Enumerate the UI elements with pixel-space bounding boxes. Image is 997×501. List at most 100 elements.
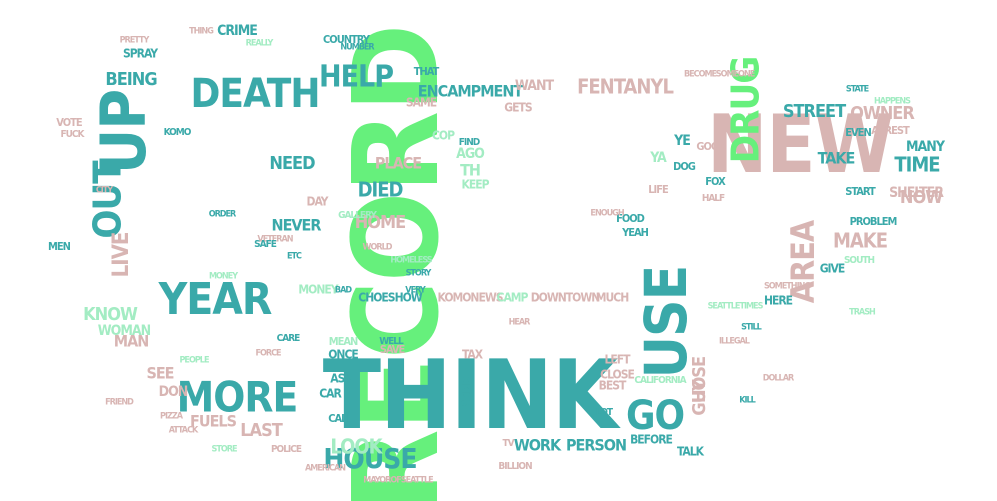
cloud-word: PROBLEM bbox=[850, 215, 897, 228]
cloud-word: AMERICAN bbox=[305, 464, 346, 474]
cloud-word: YA bbox=[649, 150, 667, 166]
cloud-word: FUCK bbox=[60, 129, 85, 140]
cloud-word: VERY bbox=[405, 286, 426, 296]
cloud-word: LAST bbox=[240, 420, 283, 441]
cloud-word: YEAH bbox=[621, 226, 649, 239]
cloud-word: KOMONEWS bbox=[437, 291, 502, 305]
cloud-word: ENOUGH bbox=[590, 209, 624, 219]
cloud-word: ENCAMPMENT bbox=[418, 82, 524, 101]
cloud-word: MUCH bbox=[596, 291, 629, 305]
cloud-word: NEVER bbox=[272, 216, 322, 235]
cloud-word: RECORD bbox=[327, 25, 465, 501]
cloud-word: BEST bbox=[599, 379, 627, 393]
cloud-word: THINK bbox=[323, 341, 621, 451]
cloud-word: DRUG bbox=[724, 57, 768, 164]
cloud-word: WOMAN bbox=[98, 323, 151, 339]
cloud-word: DIED bbox=[358, 178, 403, 202]
cloud-word: STILL bbox=[741, 323, 762, 333]
cloud-word: FOX bbox=[705, 175, 726, 188]
cloud-word: SOMEONE bbox=[716, 70, 755, 80]
cloud-word: VOTE bbox=[56, 116, 83, 129]
cloud-word: COUNTRY bbox=[323, 33, 371, 46]
cloud-word: TH bbox=[460, 161, 480, 180]
cloud-word: STORE bbox=[211, 445, 236, 455]
cloud-word: YE bbox=[673, 133, 690, 149]
cloud-word: FOOD bbox=[616, 212, 645, 225]
cloud-word: CLOSE bbox=[600, 368, 634, 382]
cloud-word: HELP bbox=[319, 60, 393, 95]
cloud-word: NOW bbox=[900, 187, 943, 208]
cloud-word: MAN bbox=[114, 332, 149, 351]
cloud-word: BEFORE bbox=[630, 433, 672, 447]
cloud-word: CARE bbox=[277, 333, 300, 344]
cloud-word: HOMELESS bbox=[390, 256, 432, 266]
cloud-word: WORLD bbox=[363, 243, 393, 253]
cloud-word: ARREST bbox=[871, 124, 910, 137]
cloud-word: HOME bbox=[355, 212, 406, 233]
cloud-word: USE bbox=[632, 266, 700, 379]
cloud-word: KEEP bbox=[461, 178, 489, 192]
cloud-word: KILL bbox=[739, 396, 755, 406]
cloud-word: NEED bbox=[269, 153, 315, 174]
cloud-word: TRASH bbox=[849, 308, 876, 318]
cloud-word: AREA bbox=[784, 219, 822, 303]
cloud-word: WANT bbox=[515, 78, 555, 94]
cloud-word: PIZZA bbox=[160, 412, 184, 422]
cloud-word: KOMO bbox=[164, 127, 192, 138]
cloud-word: NEW bbox=[707, 98, 893, 191]
cloud-word: ONCE bbox=[328, 348, 358, 362]
cloud-word: STREET bbox=[783, 101, 846, 122]
cloud-word: CRIME bbox=[217, 23, 257, 39]
cloud-word: LEFT bbox=[605, 353, 632, 367]
cloud-word: HOSE bbox=[689, 357, 710, 403]
cloud-word: SOMETHING bbox=[764, 282, 811, 292]
cloud-word: DOG bbox=[673, 160, 696, 173]
cloud-word: SEATTLETIMES bbox=[708, 302, 764, 312]
cloud-word: SAVE bbox=[380, 343, 406, 356]
cloud-word: TAX bbox=[462, 348, 484, 362]
cloud-word: OWNER bbox=[850, 103, 915, 124]
cloud-word: OUT bbox=[86, 160, 130, 239]
cloud-word: MEAN bbox=[329, 335, 358, 348]
cloud-word: STORY bbox=[406, 269, 432, 279]
cloud-word: GIVE bbox=[820, 262, 845, 276]
cloud-word: GALLERY bbox=[338, 210, 377, 221]
cloud-word: TALK bbox=[677, 445, 705, 459]
cloud-word: PERSON bbox=[566, 436, 626, 455]
cloud-word: ILLEGAL bbox=[719, 337, 750, 347]
cloud-word: MAYOROFSEATTLE bbox=[363, 476, 433, 486]
cloud-silhouette bbox=[45, 13, 977, 492]
cloud-word: CHOESHOW bbox=[358, 291, 422, 305]
cloud-word: SEND bbox=[460, 376, 474, 406]
cloud-word: HALF bbox=[702, 193, 725, 204]
cloud-word: START bbox=[845, 185, 876, 198]
cloud-word: CALIFORNIA bbox=[634, 375, 686, 386]
cloud-word: TIME bbox=[894, 153, 939, 177]
cloud-word: TAKE bbox=[818, 149, 855, 168]
cloud-word: CITY bbox=[96, 186, 113, 196]
cloud-word: GETS bbox=[504, 101, 532, 115]
cloud-word: FUELS bbox=[190, 412, 237, 431]
cloud-word: NUMBER bbox=[340, 43, 375, 53]
cloud-word: AGO bbox=[456, 146, 485, 162]
cloud-word: BEING bbox=[105, 69, 157, 90]
cloud-word: LIFE bbox=[648, 183, 669, 196]
cloud-word: SHELTER bbox=[889, 185, 944, 201]
cloud-word: FIND bbox=[459, 137, 480, 148]
cloud-word: DEATH bbox=[191, 71, 320, 117]
cloud-word: HOUSE bbox=[323, 442, 416, 475]
cloud-word: SPRAY bbox=[123, 47, 158, 61]
cloud-word: ORDER bbox=[209, 210, 237, 220]
cloud-word: VETERAN bbox=[257, 235, 293, 245]
cloud-word: THING bbox=[189, 27, 214, 37]
cloud-word: GO bbox=[626, 393, 684, 439]
cloud-word: LIVE bbox=[109, 232, 134, 277]
cloud-word: HERE bbox=[764, 294, 793, 308]
cloud-word: WELL bbox=[379, 336, 404, 347]
cloud-word: WORK bbox=[514, 436, 562, 455]
cloud-word: FENTANYL bbox=[577, 75, 673, 99]
cloud-word: BECOME bbox=[684, 70, 717, 80]
cloud-word: LOT bbox=[596, 407, 614, 418]
cloud-word: ASK bbox=[330, 372, 353, 386]
cloud-word: REALLY bbox=[246, 39, 274, 49]
